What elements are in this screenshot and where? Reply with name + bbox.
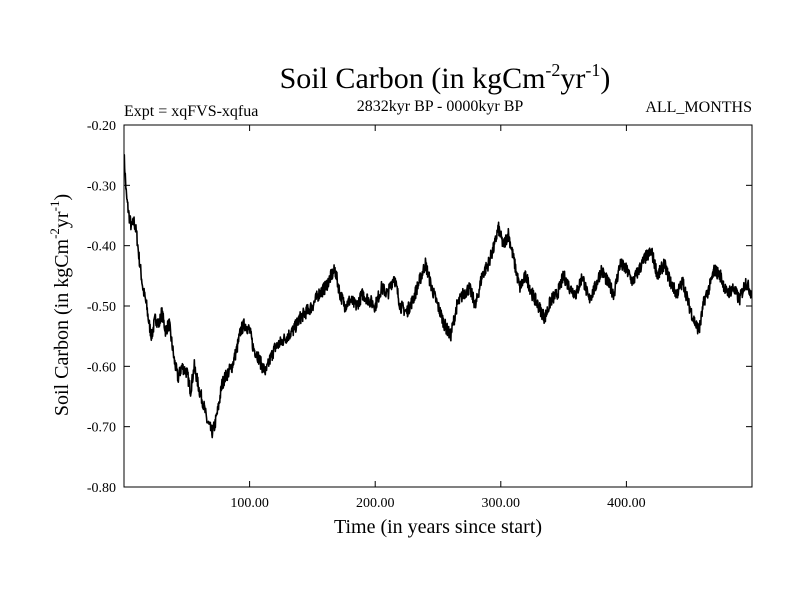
y-tick-label: -0.40 (87, 240, 116, 255)
y-tick-label: -0.70 (87, 421, 116, 436)
chart-title: Soil Carbon (in kgCm-2yr-1) (280, 60, 611, 95)
title-superscript-1: -2 (545, 60, 560, 80)
y-tick-label: -0.60 (87, 360, 116, 375)
y-tick-label: -0.30 (87, 179, 116, 194)
title-superscript-2: -1 (585, 60, 600, 80)
experiment-label: Expt = xqFVS-xqfua (124, 103, 258, 120)
time-range-label: 2832kyr BP - 0000kyr BP (357, 98, 524, 115)
x-tick-label: 200.00 (356, 496, 395, 511)
ylabel-close-paren: ) (51, 194, 73, 201)
y-axis-ticks: -0.80 -0.70 -0.60 -0.50 -0.40 -0.30 -0.20 (87, 119, 752, 496)
title-unit-yr: yr (560, 62, 585, 95)
y-tick-label: -0.20 (87, 119, 116, 134)
x-axis-label: Time (in years since start) (334, 516, 542, 538)
y-tick-label: -0.50 (87, 300, 116, 315)
title-close-paren: ) (600, 62, 610, 95)
x-tick-label: 400.00 (607, 496, 646, 511)
x-tick-label: 100.00 (230, 496, 269, 511)
series-line-soil-carbon (124, 154, 752, 439)
y-tick-label: -0.80 (87, 481, 116, 496)
months-label: ALL_MONTHS (645, 99, 752, 116)
ylabel-superscript-1: -2 (47, 228, 62, 239)
x-tick-label: 300.00 (482, 496, 521, 511)
ylabel-unit-yr: yr (51, 211, 73, 228)
x-axis-ticks: 100.00 200.00 300.00 400.00 (230, 125, 646, 511)
ylabel-superscript-2: -1 (47, 201, 62, 212)
y-axis-label: Soil Carbon (in kgCm-2yr-1) (47, 194, 73, 416)
